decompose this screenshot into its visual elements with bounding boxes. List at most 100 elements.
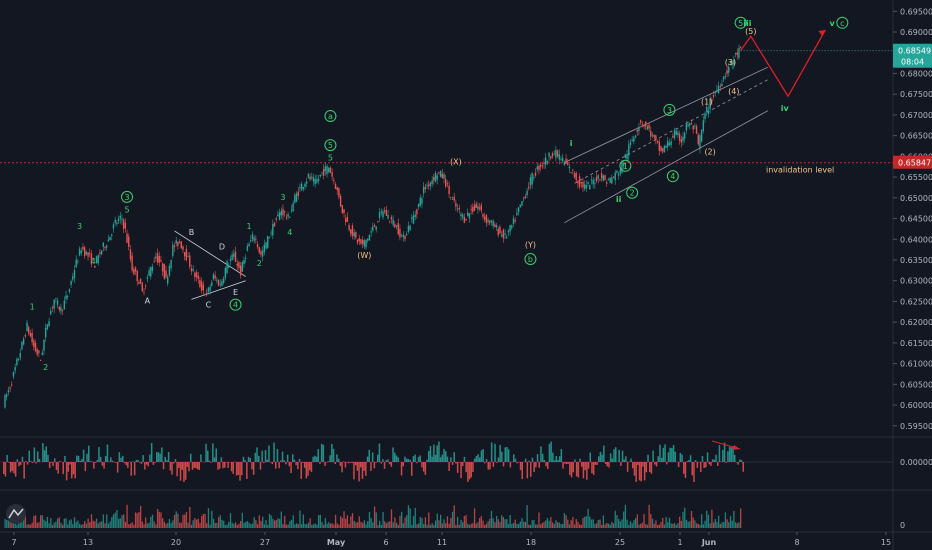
candle-body — [673, 130, 676, 139]
candle-body — [206, 291, 208, 293]
oscillator-bar — [645, 462, 648, 473]
volume-bar — [146, 523, 149, 528]
volume-bar — [184, 514, 186, 528]
volume-bar — [129, 523, 132, 528]
volume-bar — [270, 515, 272, 528]
candle-body — [641, 124, 644, 126]
candle-body — [314, 179, 316, 185]
candle-body — [551, 153, 554, 157]
time-axis[interactable]: 7 13 20 27 May 6 11 18 25 1 Jun 8 15 — [11, 532, 891, 547]
candle-body — [244, 257, 247, 259]
volume-bar — [287, 524, 289, 528]
volume-bar — [17, 520, 20, 528]
candle-body — [329, 167, 332, 174]
volume-bar — [506, 519, 508, 528]
oscillator-bar — [254, 452, 257, 462]
oscillator-bar — [451, 462, 454, 465]
oscillator-bar — [310, 462, 313, 473]
wave-label: 4 — [233, 301, 238, 310]
candle-body — [602, 175, 605, 181]
volume-bar — [667, 522, 669, 528]
candle-body — [7, 390, 10, 393]
candle-body — [339, 195, 342, 207]
volume-bar — [524, 521, 527, 528]
candle-body — [300, 183, 303, 191]
candle-body — [521, 201, 523, 206]
oscillator-bar — [426, 459, 428, 462]
volume-bar — [175, 511, 177, 528]
candle-body — [490, 220, 493, 222]
oscillator-bar — [353, 462, 355, 480]
candle-body — [709, 98, 711, 110]
candle-body — [473, 204, 476, 211]
candle-body — [465, 218, 467, 221]
volume-bar — [409, 508, 411, 528]
candle-body — [177, 241, 179, 246]
candle-body — [434, 172, 437, 182]
candle-body — [292, 203, 294, 212]
candle-body — [589, 185, 591, 190]
oscillator-bar — [382, 459, 384, 462]
price-tick-label: 0.63500 — [900, 256, 932, 265]
volume-bar — [145, 517, 147, 528]
wave-label: iii — [743, 19, 751, 28]
volume-bar — [575, 519, 577, 528]
oscillator-bar — [74, 462, 76, 479]
oscillator-bar — [320, 443, 323, 462]
volume-bar — [446, 516, 449, 528]
price-tags: 0.68549 08:04 0.65847 — [740, 43, 932, 169]
volume-bar — [704, 520, 706, 528]
oscillator-bar — [4, 462, 7, 477]
oscillator-bar — [302, 462, 304, 463]
candle-body — [695, 126, 698, 134]
candle-body — [651, 134, 654, 136]
candle-body — [224, 268, 227, 279]
candle-body — [107, 239, 110, 242]
volume-bar — [206, 523, 208, 528]
candle-body — [546, 160, 549, 164]
candle-body — [207, 287, 210, 292]
wave-label: (W) — [357, 251, 371, 260]
volume-bar — [348, 524, 350, 528]
volume-pane: 0 — [4, 504, 905, 530]
wave-label: iv — [781, 104, 790, 113]
candle-body — [338, 188, 340, 198]
oscillator-bar — [701, 455, 704, 462]
oscillator-bar — [23, 462, 25, 479]
candle-body — [687, 124, 689, 127]
volume-bar — [723, 521, 725, 528]
candle-body — [429, 182, 432, 186]
candle-body — [583, 184, 586, 189]
oscillator-bar — [691, 462, 693, 476]
candle-body — [41, 352, 43, 355]
volume-bar — [594, 524, 596, 528]
oscillator-bar — [184, 462, 187, 480]
oscillator-bar — [111, 460, 114, 462]
oscillator-bar — [603, 445, 605, 462]
candle-body — [4, 395, 6, 408]
volume-bar — [90, 514, 93, 528]
oscillator-bar — [38, 458, 41, 462]
oscillator-bar — [677, 462, 680, 468]
oscillator-bar — [681, 454, 683, 462]
oscillator-bar — [354, 462, 357, 466]
candle-body — [365, 239, 367, 248]
oscillator-bar — [507, 449, 510, 462]
oscillator-bar — [149, 454, 151, 462]
candle-body — [561, 157, 564, 162]
candle-body — [685, 124, 688, 131]
candle-body — [714, 92, 716, 94]
oscillator-bar — [531, 457, 534, 462]
volume-bar — [472, 523, 474, 528]
wave-label: v — [830, 19, 836, 28]
volume-bar — [589, 516, 591, 528]
candle-body — [280, 211, 282, 216]
time-tick-label: Jun — [701, 538, 717, 547]
price-axis[interactable]: 0.695000.690000.685000.680000.675000.670… — [893, 7, 932, 431]
volume-bar — [136, 513, 138, 528]
volume-bar — [626, 519, 628, 528]
price-tick-label: 0.63000 — [900, 277, 932, 286]
candle-body — [97, 255, 99, 264]
